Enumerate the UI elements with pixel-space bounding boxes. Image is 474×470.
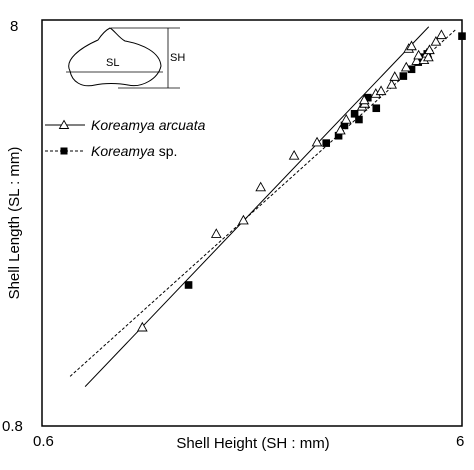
fit-line-series-0 (84, 26, 430, 387)
plot-frame (41, 19, 463, 427)
triangle-point (424, 44, 435, 55)
legend-item-koreamya-arcuata: Koreamya arcuata (45, 117, 206, 133)
square-point (458, 32, 466, 40)
triangle-point (400, 61, 412, 72)
legend-label-koreamya-arcuata: Koreamya arcuata (91, 117, 206, 133)
fit-line-series-1 (69, 29, 457, 377)
triangle-point (406, 40, 417, 51)
y-tick-label-min: 0.8 (2, 418, 23, 435)
shell-outline (68, 27, 162, 87)
square-point (322, 139, 331, 147)
x-tick-label-max: 6 (456, 433, 464, 450)
legend-label-koreamya-sp: Koreamya sp. (91, 143, 177, 159)
data-points (136, 29, 466, 332)
triangle-point (413, 49, 424, 60)
sl-label: SL (106, 57, 119, 69)
legend-square-marker (60, 147, 68, 155)
square-point (350, 109, 359, 118)
square-point (184, 281, 193, 289)
triangle-point (311, 136, 323, 147)
x-axis-title: Shell Height (SH : mm) (176, 435, 329, 452)
triangle-point (411, 55, 423, 65)
square-point (399, 72, 408, 80)
triangle-point (210, 228, 222, 238)
triangle-point (288, 149, 300, 160)
triangle-point (136, 321, 148, 332)
triangle-point (436, 29, 447, 40)
square-point (364, 93, 372, 102)
square-point (407, 65, 416, 74)
y-axis-title: Shell Length (SL : mm) (6, 147, 23, 300)
triangle-point (423, 51, 434, 62)
sh-label: SH (170, 52, 185, 64)
square-point (334, 131, 343, 140)
legend-item-koreamya-sp: Koreamya sp. (45, 143, 177, 159)
triangle-point (238, 214, 249, 225)
triangle-point (389, 71, 401, 81)
y-tick-label-max: 8 (10, 18, 18, 35)
shell-outline-inset: SL SH (66, 27, 185, 89)
triangle-point (430, 36, 442, 46)
legend-triangle-marker (58, 119, 70, 129)
triangle-point (335, 124, 346, 135)
square-point (340, 121, 349, 130)
x-tick-label-min: 0.6 (33, 433, 54, 450)
legend: Koreamya arcuata Koreamya sp. (45, 117, 206, 159)
triangle-point (255, 181, 267, 192)
triangle-point (386, 78, 398, 89)
triangle-point (375, 85, 387, 96)
square-point (355, 115, 363, 124)
square-point (372, 104, 381, 113)
triangle-point (358, 94, 370, 105)
triangle-point (340, 113, 352, 124)
